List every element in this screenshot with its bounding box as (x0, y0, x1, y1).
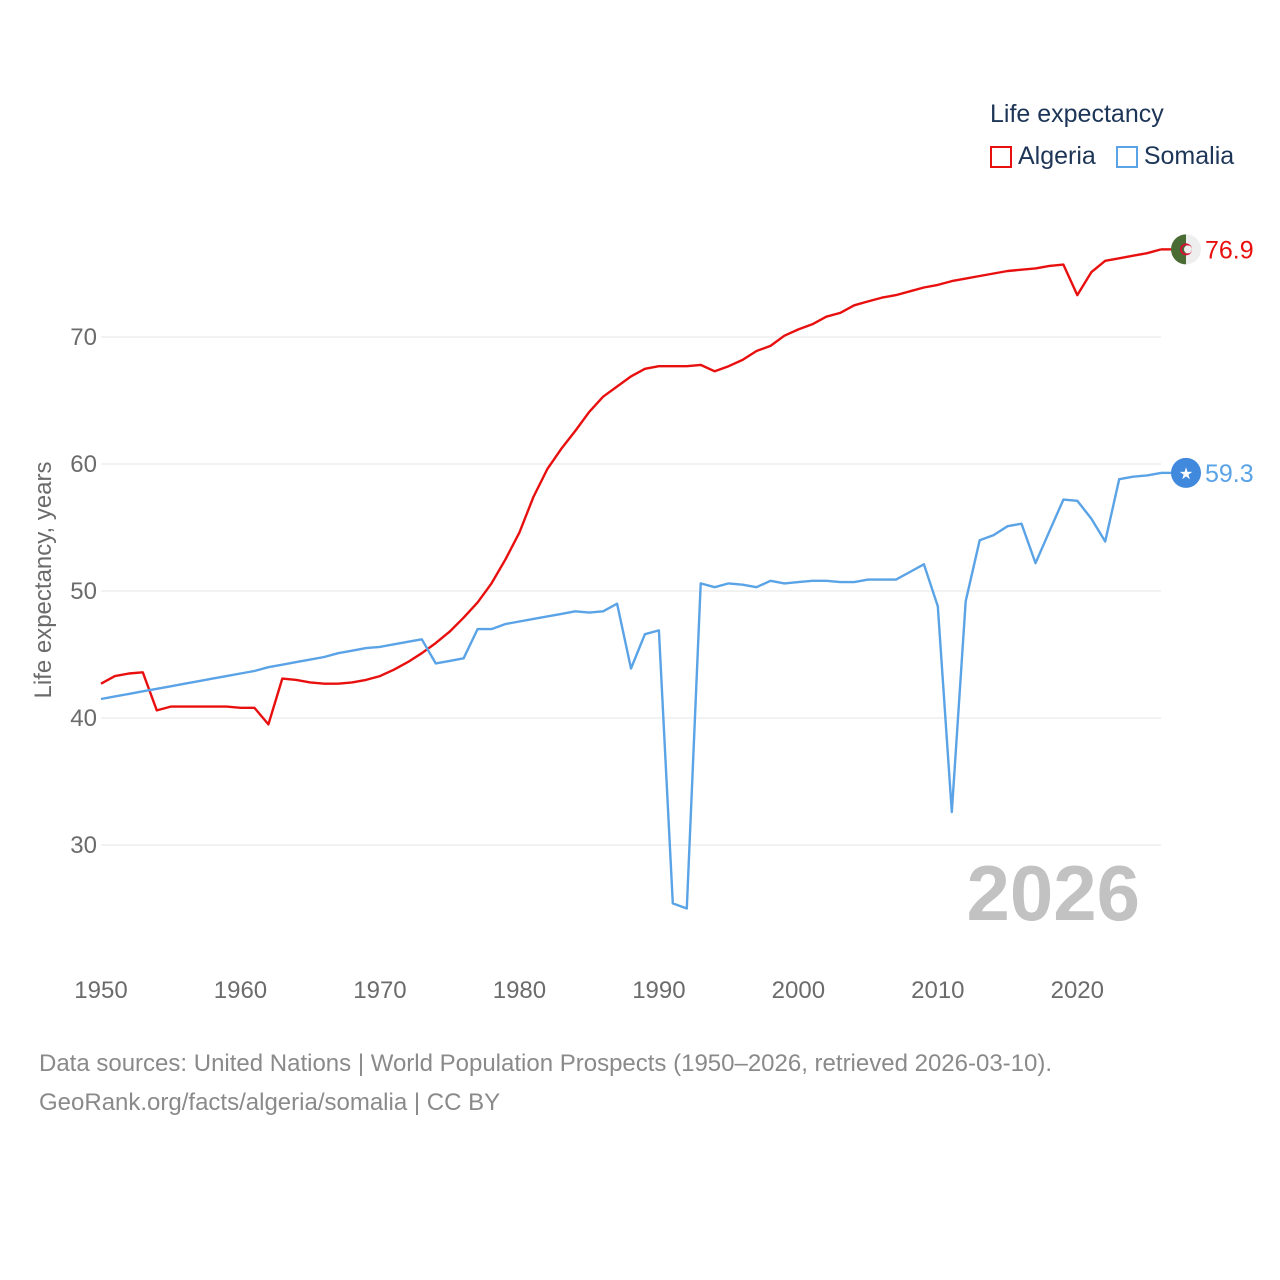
legend-item-algeria[interactable]: Algeria (990, 142, 1096, 171)
x-tick-label: 1950 (74, 977, 127, 1004)
end-markers: 76.9 ★ 59.3 (1171, 234, 1254, 488)
end-value-label-somalia: 59.3 (1205, 460, 1254, 488)
legend-item-somalia[interactable]: Somalia (1115, 142, 1235, 171)
legend-label-somalia: Somalia (1143, 142, 1235, 170)
gridlines (101, 336, 1161, 846)
series-lines (100, 248, 1172, 910)
series-line-algeria (100, 248, 1162, 726)
legend-label-algeria: Algeria (1018, 142, 1096, 170)
svg-text:★: ★ (1179, 466, 1193, 483)
somalia-flag-icon: ★ (1171, 457, 1201, 488)
end-value-label-algeria: 76.9 (1205, 236, 1254, 264)
current-year-label: 2026 (966, 849, 1140, 937)
y-tick-label: 30 (70, 832, 97, 859)
x-tick-label: 2010 (911, 977, 964, 1004)
footer: Data sources: United Nations | World Pop… (39, 1044, 1052, 1122)
legend-swatch-somalia (1115, 145, 1138, 168)
x-tick-label: 2020 (1051, 977, 1104, 1004)
data-source-text: Data sources: United Nations | World Pop… (39, 1050, 1053, 1077)
y-axis-label: Life expectancy, years (30, 461, 57, 698)
legend: Algeria Somalia (990, 142, 1234, 171)
x-axis-ticks: 1950 1960 1970 1980 1990 2000 2010 2020 (74, 977, 1104, 1004)
x-tick-label: 1960 (214, 977, 267, 1004)
y-axis-ticks: 30 40 50 60 70 (70, 324, 97, 859)
x-tick-label: 1990 (632, 977, 685, 1004)
y-tick-label: 40 (70, 705, 97, 732)
x-tick-label: 1970 (353, 977, 406, 1004)
attribution-link[interactable]: GeoRank.org/facts/algeria/somalia | CC B… (39, 1089, 501, 1116)
x-tick-label: 2000 (772, 977, 825, 1004)
y-tick-label: 50 (70, 578, 97, 605)
y-tick-label: 70 (70, 324, 97, 351)
legend-swatch-algeria (990, 145, 1012, 168)
series-line-somalia (100, 471, 1162, 910)
x-tick-label: 1980 (493, 977, 546, 1004)
legend-title: Life expectancy (990, 100, 1164, 128)
algeria-flag-icon (1171, 234, 1202, 265)
y-tick-label: 60 (70, 451, 97, 478)
